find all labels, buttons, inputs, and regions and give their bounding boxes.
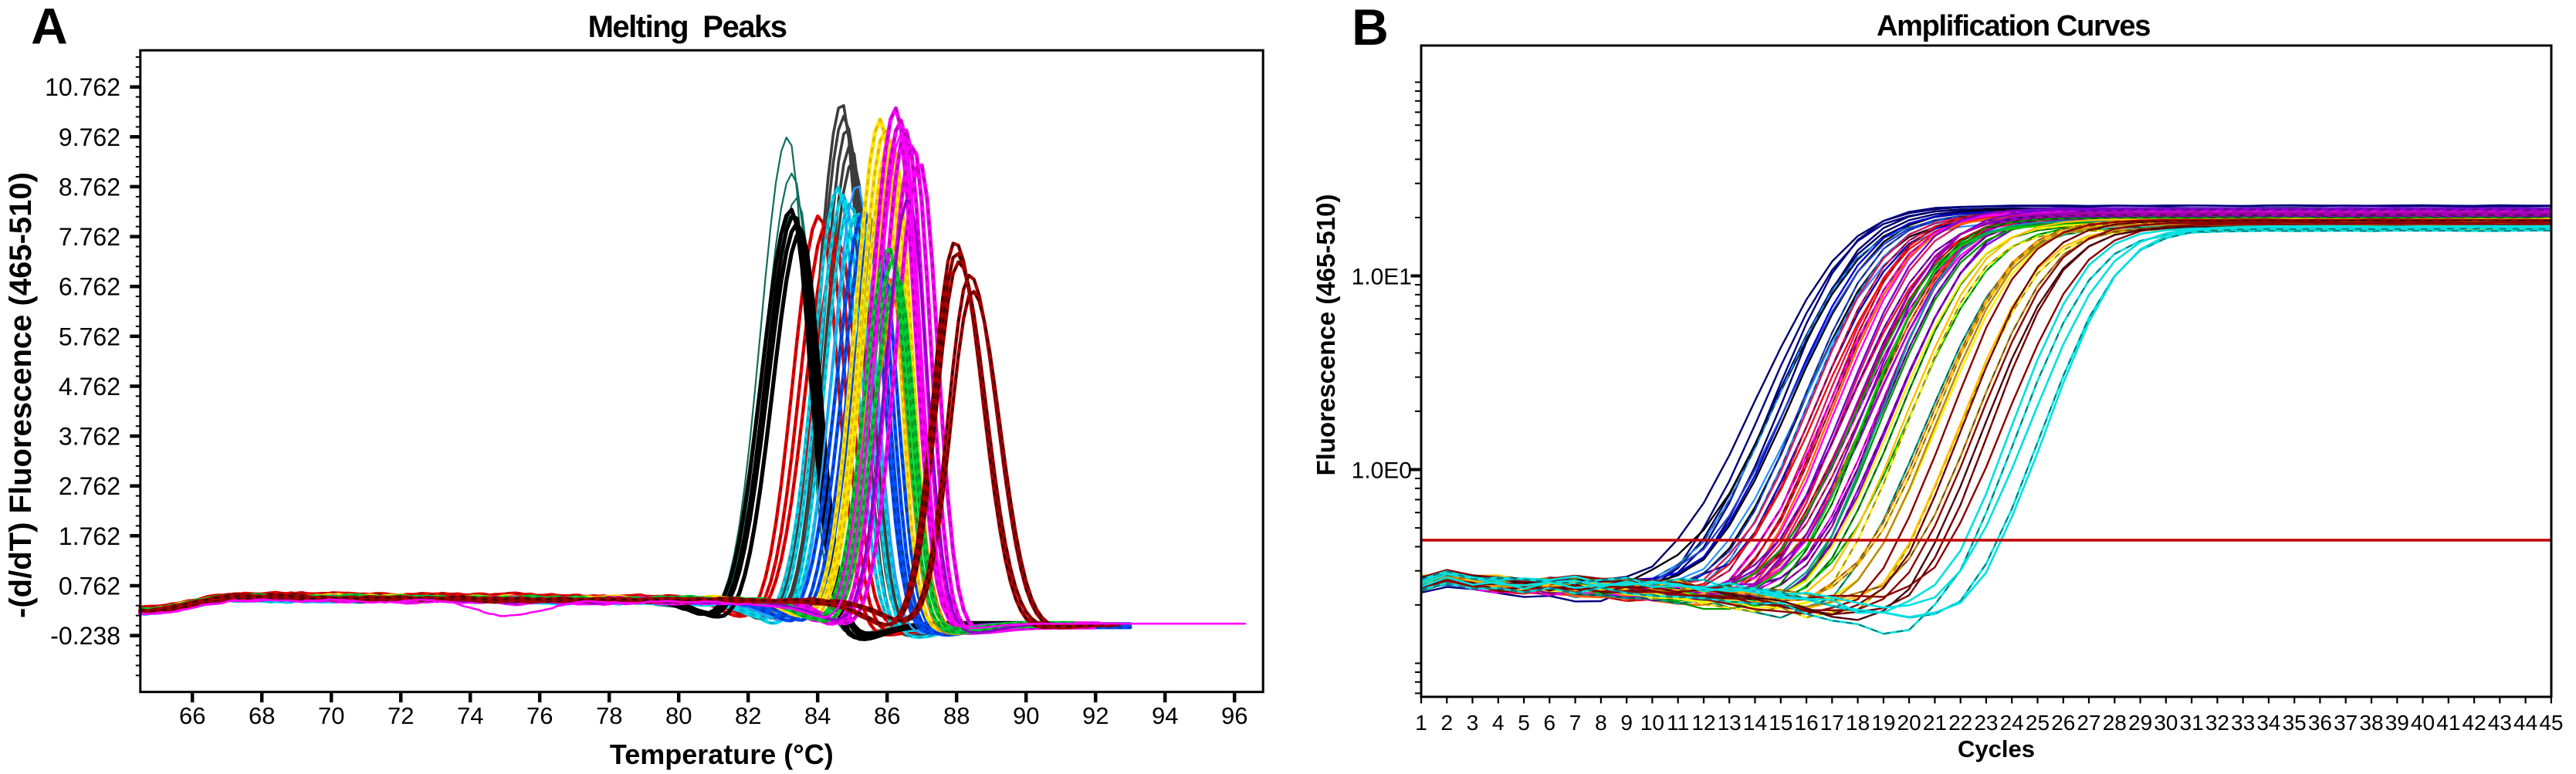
svg-text:Cycles: Cycles (1958, 735, 2035, 762)
svg-text:1.0E1: 1.0E1 (1352, 265, 1412, 290)
svg-text:3: 3 (1467, 711, 1479, 735)
svg-text:15: 15 (1769, 711, 1792, 735)
svg-text:4: 4 (1492, 711, 1505, 735)
svg-text:27: 27 (2077, 711, 2100, 735)
svg-text:92: 92 (1082, 702, 1109, 729)
svg-text:86: 86 (874, 702, 900, 729)
svg-text:Fluorescence (465-510): Fluorescence (465-510) (1312, 194, 1340, 475)
svg-text:66: 66 (179, 702, 205, 729)
svg-text:30: 30 (2154, 711, 2178, 735)
svg-text:9: 9 (1620, 711, 1633, 735)
svg-text:7.762: 7.762 (59, 223, 120, 251)
svg-text:38: 38 (2359, 711, 2383, 735)
svg-text:22: 22 (1948, 711, 1972, 735)
svg-text:8.762: 8.762 (59, 173, 120, 201)
svg-text:76: 76 (526, 702, 553, 729)
svg-text:70: 70 (318, 702, 344, 729)
svg-text:23: 23 (1974, 711, 1998, 735)
svg-text:16: 16 (1795, 711, 1819, 735)
svg-text:40: 40 (2411, 711, 2435, 735)
svg-text:24: 24 (2000, 711, 2024, 735)
svg-text:17: 17 (1820, 711, 1844, 735)
svg-text:32: 32 (2205, 711, 2229, 735)
svg-text:78: 78 (596, 702, 622, 729)
svg-text:Melting Peaks: Melting Peaks (588, 10, 787, 44)
svg-text:Temperature (°C): Temperature (°C) (610, 739, 834, 770)
svg-text:26: 26 (2051, 711, 2075, 735)
svg-text:6: 6 (1544, 711, 1556, 735)
svg-text:2: 2 (1441, 711, 1454, 735)
svg-text:7: 7 (1569, 711, 1582, 735)
svg-text:10.762: 10.762 (45, 73, 120, 101)
svg-text:-(d/dT) Fluorescence (465-510): -(d/dT) Fluorescence (465-510) (4, 172, 38, 618)
svg-text:8: 8 (1595, 711, 1607, 735)
svg-text:34: 34 (2256, 711, 2280, 735)
svg-text:1.762: 1.762 (59, 522, 120, 550)
svg-text:6.762: 6.762 (59, 273, 120, 301)
svg-text:29: 29 (2128, 711, 2152, 735)
svg-text:72: 72 (388, 702, 414, 729)
svg-text:9.762: 9.762 (59, 123, 120, 151)
svg-text:31: 31 (2180, 711, 2204, 735)
svg-text:Amplification Curves: Amplification Curves (1877, 10, 2150, 42)
svg-text:-0.238: -0.238 (50, 622, 120, 650)
svg-text:1: 1 (1415, 711, 1427, 735)
svg-text:5: 5 (1518, 711, 1530, 735)
svg-text:90: 90 (1013, 702, 1039, 729)
svg-text:1.0E0: 1.0E0 (1352, 458, 1412, 484)
svg-text:41: 41 (2436, 711, 2460, 735)
svg-text:33: 33 (2231, 711, 2255, 735)
svg-text:94: 94 (1152, 702, 1178, 729)
svg-text:21: 21 (1923, 711, 1947, 735)
svg-text:68: 68 (249, 702, 275, 729)
svg-text:35: 35 (2283, 711, 2307, 735)
svg-text:88: 88 (943, 702, 970, 729)
svg-text:10: 10 (1640, 711, 1664, 735)
svg-text:5.762: 5.762 (59, 323, 120, 350)
svg-text:11: 11 (1667, 711, 1689, 735)
svg-text:13: 13 (1718, 711, 1742, 735)
svg-text:0.762: 0.762 (59, 573, 120, 600)
svg-text:43: 43 (2488, 711, 2512, 735)
svg-text:74: 74 (457, 702, 483, 729)
svg-text:14: 14 (1743, 711, 1767, 735)
svg-text:B: B (1352, 0, 1389, 56)
svg-text:45: 45 (2539, 711, 2563, 735)
svg-text:82: 82 (735, 702, 761, 729)
svg-text:19: 19 (1871, 711, 1895, 735)
svg-text:28: 28 (2103, 711, 2127, 735)
svg-text:42: 42 (2463, 711, 2486, 735)
svg-text:3.762: 3.762 (59, 423, 120, 451)
svg-text:37: 37 (2334, 711, 2358, 735)
svg-text:A: A (31, 0, 68, 55)
svg-text:80: 80 (665, 702, 692, 729)
svg-text:84: 84 (804, 702, 831, 729)
svg-text:36: 36 (2308, 711, 2332, 735)
svg-text:2.762: 2.762 (59, 472, 120, 500)
svg-text:18: 18 (1846, 711, 1870, 735)
svg-text:44: 44 (2513, 711, 2537, 735)
svg-text:96: 96 (1221, 702, 1247, 729)
svg-text:20: 20 (1897, 711, 1921, 735)
svg-text:4.762: 4.762 (59, 373, 120, 401)
svg-text:25: 25 (2026, 711, 2050, 735)
svg-text:39: 39 (2385, 711, 2409, 735)
svg-text:12: 12 (1691, 711, 1715, 735)
